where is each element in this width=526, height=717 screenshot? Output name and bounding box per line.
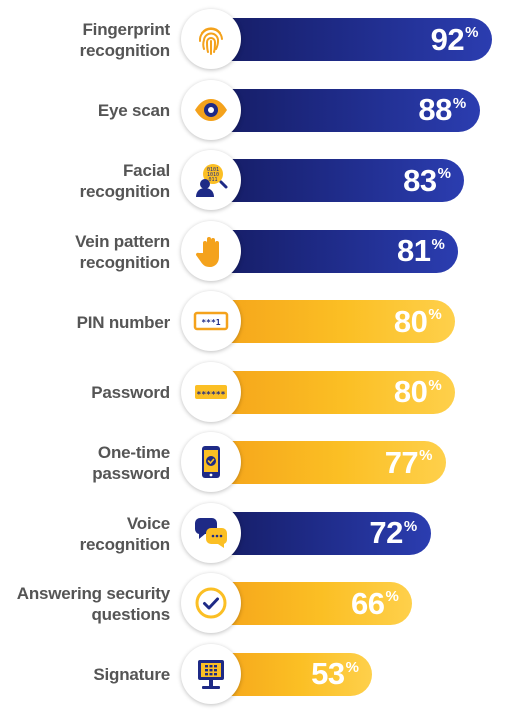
value-label: 80% bbox=[210, 371, 442, 414]
bar bbox=[210, 229, 459, 273]
bar bbox=[210, 88, 480, 132]
bar-row-facial-recognition: Facial recognition 83% 0101 1010 011 bbox=[0, 146, 526, 216]
value-number: 80 bbox=[393, 303, 428, 339]
value-unit: % bbox=[403, 517, 417, 535]
svg-text:011: 011 bbox=[208, 177, 217, 183]
category-label: PIN number bbox=[0, 287, 171, 357]
value-number: 72 bbox=[369, 515, 403, 550]
value-number: 83 bbox=[403, 162, 437, 198]
category-label-text: Fingerprint recognition bbox=[79, 20, 171, 60]
value-label: 83% bbox=[210, 159, 451, 202]
bar bbox=[210, 441, 447, 484]
value-label: 80% bbox=[210, 300, 442, 343]
bar bbox=[210, 18, 492, 61]
value-number: 66 bbox=[350, 585, 385, 621]
value-unit: % bbox=[437, 165, 451, 182]
value-unit: % bbox=[465, 24, 478, 41]
bar bbox=[210, 370, 456, 414]
value-unit: % bbox=[345, 658, 359, 676]
svg-text:0101: 0101 bbox=[207, 167, 219, 173]
category-label-text: Eye scan bbox=[97, 101, 170, 120]
value-label: 53% bbox=[210, 653, 359, 696]
category-label-text: Voice recognition bbox=[79, 513, 171, 554]
category-label-text: Answering security questions bbox=[16, 584, 170, 624]
password-field-icon: ****** bbox=[181, 361, 241, 422]
category-label-text: One-time password bbox=[92, 443, 170, 483]
category-label: Answering security questions bbox=[0, 569, 170, 639]
category-label: Facial recognition bbox=[0, 146, 171, 216]
value-label: 77% bbox=[210, 441, 433, 484]
category-label-text: Password bbox=[91, 383, 170, 402]
value-unit: % bbox=[385, 588, 399, 605]
bar-row-pin-number: PIN number 80% ***1 bbox=[0, 287, 526, 357]
value-unit: % bbox=[419, 447, 433, 464]
value-number: 81 bbox=[396, 233, 431, 268]
bar-row-one-time-password: One-time password 77% bbox=[0, 428, 526, 498]
value-label: 92% bbox=[210, 18, 479, 61]
category-label-text: Signature bbox=[93, 665, 170, 684]
category-label-text: PIN number bbox=[76, 312, 171, 332]
value-number: 92 bbox=[430, 21, 465, 57]
category-label-text: Vein pattern recognition bbox=[75, 231, 170, 272]
value-label: 66% bbox=[210, 582, 399, 625]
category-label-text: Facial recognition bbox=[79, 161, 171, 201]
svg-text:***1: ***1 bbox=[201, 318, 220, 327]
bar bbox=[210, 511, 431, 555]
bar-row-vein-pattern-recognition: Vein pattern recognition 81% bbox=[0, 217, 526, 287]
category-label: Password bbox=[0, 358, 170, 428]
bar-row-fingerprint-recognition: Fingerprint recognition 92% bbox=[0, 5, 526, 75]
svg-text:1010: 1010 bbox=[207, 172, 219, 178]
bar-row-signature: Signature 53% bbox=[0, 640, 526, 710]
fingerprint-icon bbox=[181, 9, 241, 69]
value-label: 81% bbox=[210, 230, 445, 273]
value-number: 77 bbox=[384, 444, 419, 480]
value-label: 72% bbox=[210, 512, 417, 555]
category-label: Signature bbox=[0, 640, 170, 710]
bar-row-password: Password 80% ****** bbox=[0, 358, 526, 428]
signature-pad-icon bbox=[181, 643, 241, 704]
speech-bubbles-icon bbox=[181, 502, 241, 563]
checkmark-icon bbox=[181, 573, 241, 633]
value-unit: % bbox=[428, 376, 442, 394]
value-unit: % bbox=[452, 94, 466, 112]
category-label: One-time password bbox=[0, 428, 170, 498]
bar bbox=[210, 159, 465, 202]
value-number: 53 bbox=[311, 656, 345, 691]
bar-row-answering-security-questions: Answering security questions 66% bbox=[0, 569, 526, 639]
value-number: 80 bbox=[393, 374, 428, 409]
value-unit: % bbox=[431, 235, 445, 253]
value-number: 88 bbox=[418, 92, 452, 127]
bar bbox=[210, 300, 456, 343]
value-label: 88% bbox=[210, 89, 466, 132]
bar-row-voice-recognition: Voice recognition 72% bbox=[0, 499, 526, 569]
value-unit: % bbox=[428, 306, 442, 323]
pin-card-icon: ***1 bbox=[181, 291, 241, 351]
svg-text:******: ****** bbox=[197, 390, 226, 399]
face-scan-icon: 0101 1010 011 bbox=[181, 150, 241, 210]
category-label: Fingerprint recognition bbox=[0, 5, 171, 75]
category-label: Eye scan bbox=[0, 76, 170, 146]
category-label: Vein pattern recognition bbox=[0, 217, 170, 287]
bar bbox=[210, 582, 413, 625]
category-label: Voice recognition bbox=[0, 499, 171, 569]
phone-check-icon bbox=[181, 432, 241, 492]
eye-icon bbox=[181, 79, 241, 140]
bar-row-eye-scan: Eye scan 88% bbox=[0, 76, 526, 146]
hand-icon bbox=[181, 220, 241, 281]
